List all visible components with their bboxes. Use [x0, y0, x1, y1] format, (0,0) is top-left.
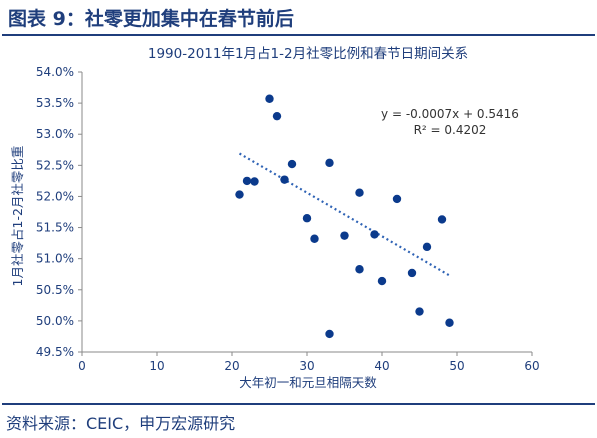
data-point [325, 158, 334, 168]
y-tick-label: 52.0% [36, 189, 74, 203]
data-point [392, 194, 402, 204]
data-point [242, 176, 252, 186]
trendline [238, 152, 451, 277]
data-point [415, 307, 424, 316]
data-point [370, 230, 379, 239]
source-rule [2, 403, 595, 405]
x-tick-label: 40 [374, 359, 389, 373]
y-tick-label: 50.0% [36, 314, 74, 328]
data-point [437, 215, 447, 224]
data-point [355, 188, 364, 197]
x-tick-label: 10 [149, 359, 164, 373]
y-tick-label: 51.0% [36, 252, 74, 266]
data-point [355, 265, 364, 274]
y-tick-label: 53.0% [36, 127, 74, 141]
x-tick-label: 20 [224, 359, 239, 373]
data-point [302, 214, 312, 223]
chart-title: 1990-2011年1月占1-2月社零比例和春节日期间关系 [148, 46, 468, 62]
x-tick-label: 60 [524, 359, 539, 373]
y-axis-label: 1月社零占1-2月社零比重 [10, 146, 25, 287]
y-tick-label: 54.0% [36, 65, 74, 79]
data-point [265, 94, 274, 103]
chart-axes: 49.5% 50.0% 50.5% 51.0% 51.5% 52.0% 52.5% 53.0%… [36, 65, 540, 373]
data-point [280, 175, 289, 184]
data-points [235, 94, 454, 339]
x-axis-label: 大年初一和元旦相隔天数 [239, 375, 377, 390]
data-point [250, 177, 259, 186]
x-tick-label: 50 [449, 359, 464, 373]
data-point [272, 111, 282, 121]
data-point [377, 276, 387, 286]
data-point [310, 234, 319, 243]
figure-title: 图表 9：社零更加集中在春节前后 [8, 8, 294, 30]
trendline-equation: y = -0.0007x + 0.5416 [381, 107, 519, 121]
data-point [287, 159, 297, 169]
x-tick-label: 0 [78, 359, 86, 373]
y-tick-label: 49.5% [36, 345, 74, 359]
data-point [445, 318, 454, 327]
scatter-chart: 1990-2011年1月占1-2月社零比例和春节日期间关系 49.5% 50.0%… [10, 46, 540, 390]
y-tick-label: 50.5% [36, 283, 74, 297]
data-point [422, 242, 432, 252]
data-point [340, 231, 349, 240]
y-tick-label: 52.5% [36, 158, 74, 172]
trendline-layer [238, 152, 451, 277]
trendline-r-squared: R² = 0.4202 [414, 123, 487, 137]
y-tick-label: 53.5% [36, 96, 74, 110]
data-point [235, 190, 244, 199]
data-point [407, 268, 417, 278]
x-tick-label: 30 [299, 359, 314, 373]
y-tick-label: 51.5% [36, 221, 74, 235]
title-rule [2, 34, 595, 36]
data-point [325, 329, 334, 339]
source-note: 资料来源：CEIC，申万宏源研究 [6, 414, 236, 433]
